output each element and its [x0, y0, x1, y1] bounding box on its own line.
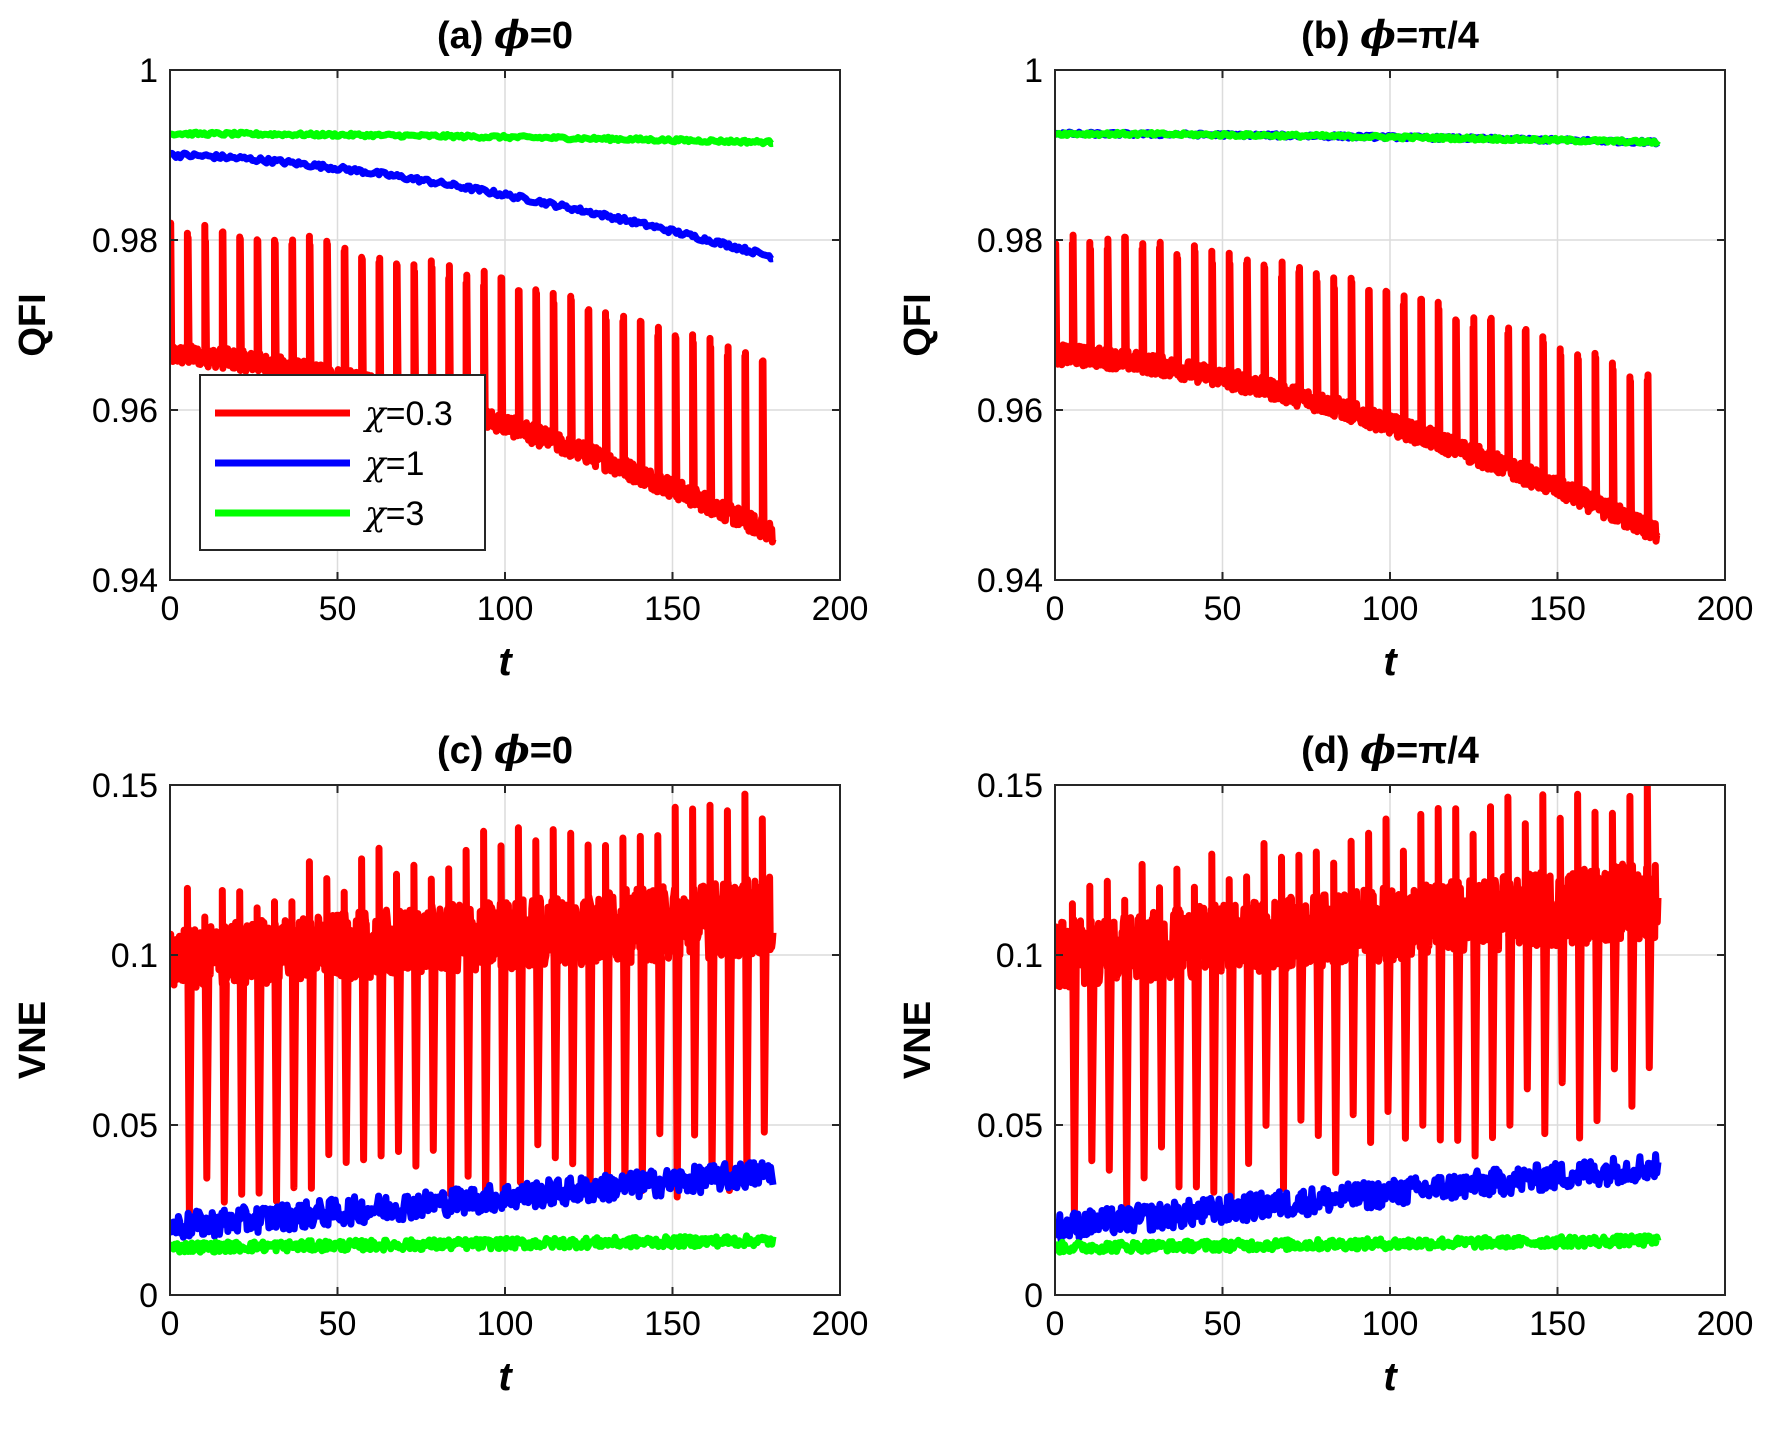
- series-group: [170, 790, 777, 1256]
- series-blue-line: [1055, 1151, 1662, 1244]
- y-tick-label: 1: [1024, 52, 1043, 90]
- panel-title-symbol: ϕ: [494, 12, 530, 57]
- x-tick-label: 0: [161, 1305, 180, 1343]
- y-tick-label: 0: [1024, 1277, 1043, 1315]
- panel-title: (c) ϕ=0: [437, 727, 573, 772]
- series-green-line: [1055, 1232, 1662, 1256]
- x-tick-label: 50: [1204, 1305, 1242, 1343]
- panel-title-symbol: ϕ: [494, 727, 530, 772]
- panel-title-prefix: (a): [437, 15, 494, 57]
- legend-entry: χ=1: [363, 444, 424, 484]
- x-tick-label: 200: [1697, 590, 1754, 628]
- series-blue-line: [170, 1159, 777, 1241]
- x-axis-label: t: [498, 1355, 513, 1399]
- x-tick-label: 100: [477, 590, 534, 628]
- panel-title-suffix: =0: [530, 15, 573, 57]
- x-tick-label: 200: [1697, 1305, 1754, 1343]
- x-axis-label: t: [498, 640, 513, 684]
- y-tick-label: 0.98: [92, 222, 158, 260]
- y-axis-label: VNE: [897, 1001, 939, 1079]
- y-tick-label: 0.15: [92, 767, 158, 805]
- series-red-line: [1055, 231, 1661, 545]
- y-tick-label: 0.98: [977, 222, 1043, 260]
- x-tick-label: 50: [1204, 590, 1242, 628]
- y-tick-label: 0.96: [977, 392, 1043, 430]
- panel-d: 0 50 100 150 200 0 0.05 0.1 0.15 t VNE (d) ϕ=π/4: [897, 727, 1753, 1399]
- x-tick-label: 150: [1529, 1305, 1586, 1343]
- legend: χ=0.3χ=1χ=3: [199, 374, 486, 551]
- panel-title: (d) ϕ=π/4: [1301, 727, 1479, 772]
- series-group: [1055, 785, 1662, 1256]
- panel-title: (a) ϕ=0: [437, 12, 573, 57]
- y-tick-label: 0: [139, 1277, 158, 1315]
- y-tick-label: 0.05: [977, 1107, 1043, 1145]
- x-tick-label: 0: [1046, 1305, 1065, 1343]
- legend-symbol: χ: [363, 394, 388, 434]
- x-axis-label: t: [1383, 1355, 1398, 1399]
- x-axis-label: t: [1383, 640, 1398, 684]
- legend-entry: χ=0.3: [363, 394, 453, 434]
- legend-symbol: χ: [363, 444, 388, 484]
- y-axis-label: VNE: [12, 1001, 54, 1079]
- panel-title-prefix: (b): [1301, 15, 1360, 57]
- y-tick-label: 0.94: [92, 562, 158, 600]
- series-green-line: [1055, 128, 1661, 147]
- y-tick-label: 0.94: [977, 562, 1043, 600]
- y-tick-label: 0.96: [92, 392, 158, 430]
- y-tick-label: 0.1: [996, 937, 1043, 975]
- x-tick-label: 50: [319, 1305, 357, 1343]
- series-blue-line: [170, 149, 775, 263]
- x-tick-label: 200: [812, 1305, 869, 1343]
- x-tick-label: 150: [644, 1305, 701, 1343]
- legend-value: =0.3: [386, 395, 453, 433]
- panel-title: (b) ϕ=π/4: [1301, 12, 1479, 57]
- y-tick-label: 0.05: [92, 1107, 158, 1145]
- legend-symbol: χ: [363, 494, 388, 534]
- panel-title-suffix: =π/4: [1396, 730, 1479, 772]
- legend-value: =1: [386, 445, 425, 483]
- series-green-line: [170, 1232, 777, 1256]
- panel-title-suffix: =0: [530, 730, 573, 772]
- series-group: [1055, 128, 1661, 545]
- x-tick-label: 150: [644, 590, 701, 628]
- x-tick-label: 100: [1362, 590, 1419, 628]
- series-green-line: [170, 128, 775, 148]
- x-tick-label: 0: [1046, 590, 1065, 628]
- x-tick-label: 200: [812, 590, 869, 628]
- x-tick-label: 150: [1529, 590, 1586, 628]
- x-tick-label: 100: [1362, 1305, 1419, 1343]
- y-tick-label: 0.1: [111, 937, 158, 975]
- panel-title-symbol: ϕ: [1360, 727, 1396, 772]
- y-axis-label: QFI: [897, 293, 939, 356]
- panel-title-prefix: (c): [437, 730, 494, 772]
- panel-c: 0 50 100 150 200 0 0.05 0.1 0.15 t VNE (c) ϕ=0: [12, 727, 868, 1399]
- series-red-line: [170, 790, 777, 1218]
- legend-value: =3: [386, 495, 425, 533]
- x-tick-label: 0: [161, 590, 180, 628]
- x-tick-label: 50: [319, 590, 357, 628]
- panel-b: 0 50 100 150 200 0.94 0.96 0.98 1 t QFI (b) ϕ=π/4: [897, 12, 1753, 684]
- y-tick-label: 0.15: [977, 767, 1043, 805]
- panel-title-prefix: (d): [1301, 730, 1360, 772]
- panel-title-symbol: ϕ: [1360, 12, 1396, 57]
- y-axis-label: QFI: [12, 293, 54, 356]
- panel-title-suffix: =π/4: [1396, 15, 1479, 57]
- legend-entry: χ=3: [363, 494, 424, 534]
- y-tick-label: 1: [139, 52, 158, 90]
- x-tick-label: 100: [477, 1305, 534, 1343]
- series-red-line: [1055, 785, 1662, 1217]
